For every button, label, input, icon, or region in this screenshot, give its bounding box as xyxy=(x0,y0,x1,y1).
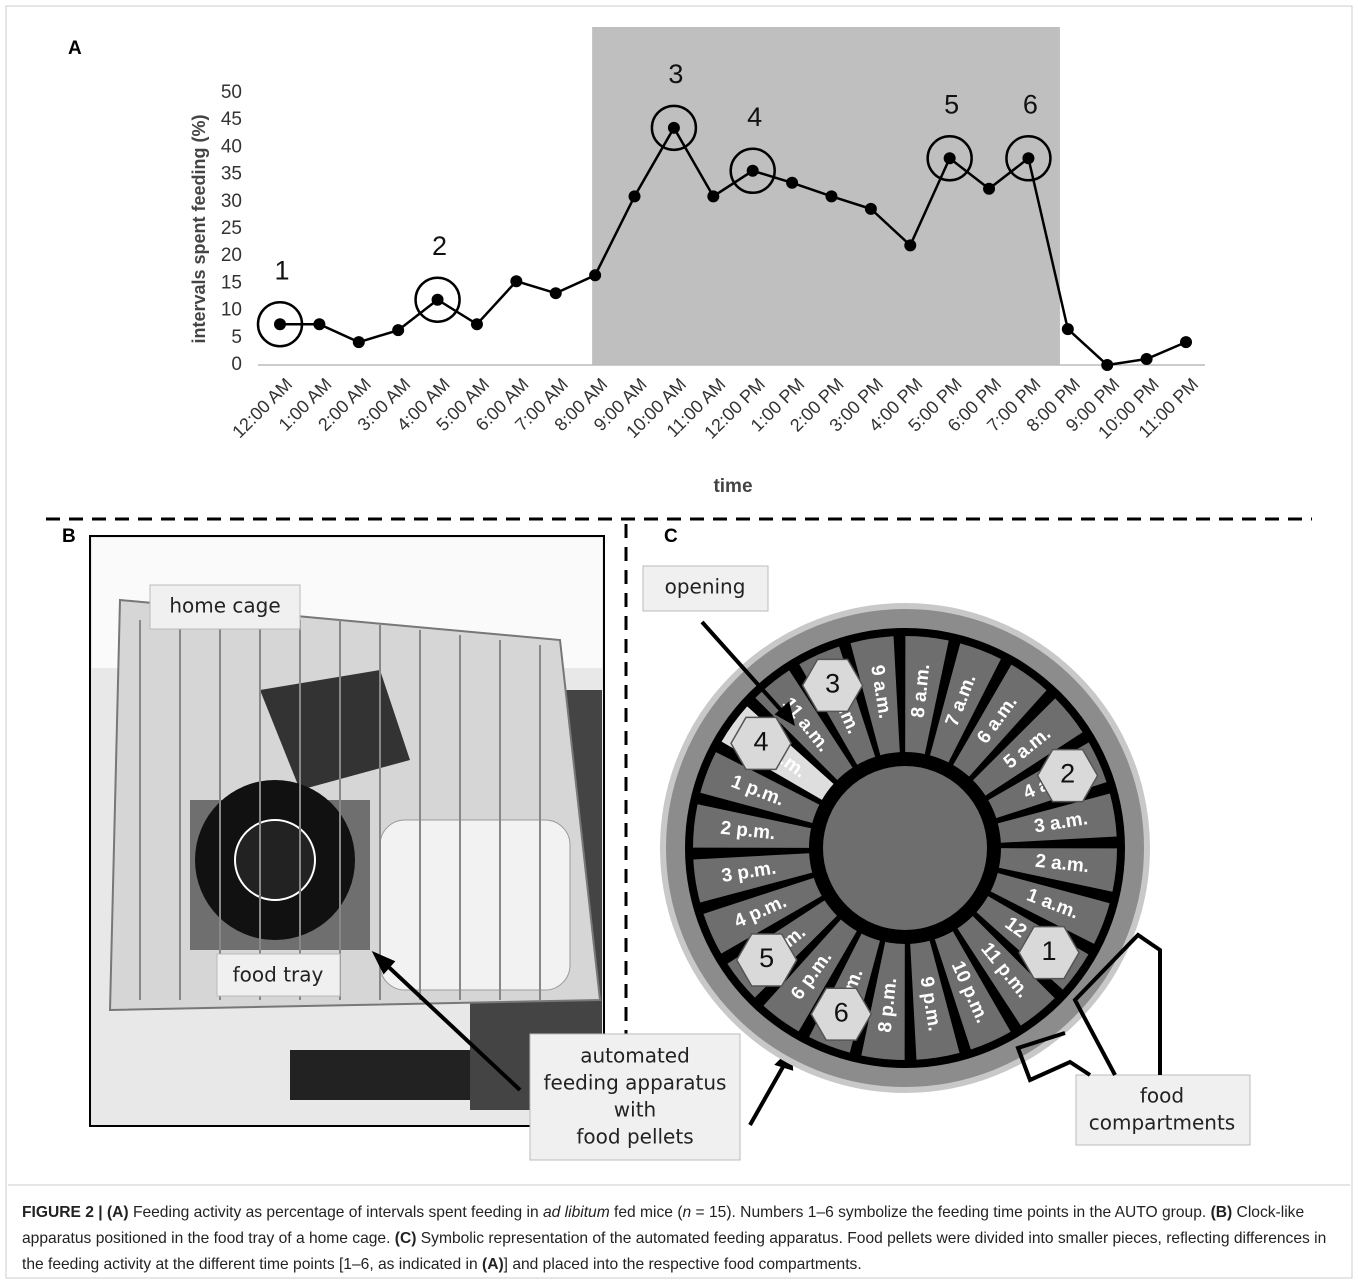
point xyxy=(589,269,601,281)
point xyxy=(629,190,641,202)
point xyxy=(786,177,798,189)
pellet-label: 1 xyxy=(1041,936,1056,966)
point xyxy=(865,203,877,215)
pellet-label: 2 xyxy=(1060,759,1075,789)
annotation: 6 xyxy=(1023,89,1038,119)
annotation: 5 xyxy=(944,89,959,119)
caption-text: ad libitum xyxy=(543,1204,610,1221)
label: home cage xyxy=(169,594,280,618)
point xyxy=(668,122,680,134)
pellet-label: 4 xyxy=(753,726,768,756)
label: with xyxy=(614,1098,656,1122)
y-axis-title: intervals spent feeding (%) xyxy=(189,114,209,343)
annotation: 3 xyxy=(668,59,683,89)
panel-label: C xyxy=(664,526,678,547)
label: food xyxy=(1140,1084,1184,1108)
panel-label: A xyxy=(68,38,82,59)
point xyxy=(1141,353,1153,365)
figure: 05101520253035404550intervals spent feed… xyxy=(0,0,1358,1284)
label: opening xyxy=(665,575,746,599)
caption-text: n xyxy=(683,1204,692,1221)
caption: FIGURE 2 | (A) Feeding activity as perce… xyxy=(22,1200,1340,1278)
point xyxy=(313,318,325,330)
panel-label: B xyxy=(62,526,76,547)
chart: 05101520253035404550intervals spent feed… xyxy=(189,27,1205,497)
y-tick-label: 40 xyxy=(221,136,242,157)
label: compartments xyxy=(1089,1111,1235,1135)
label: feeding apparatus xyxy=(544,1071,727,1095)
point xyxy=(983,183,995,195)
point xyxy=(274,318,286,330)
y-tick-label: 20 xyxy=(221,245,242,266)
caption-text: = 15). Numbers 1–6 symbolize the feeding… xyxy=(691,1204,1210,1221)
point xyxy=(747,165,759,177)
point xyxy=(1062,323,1074,335)
caption-text: Feeding activity as percentage of interv… xyxy=(129,1204,543,1221)
annotation: 2 xyxy=(432,231,447,261)
point xyxy=(825,190,837,202)
annotation: 4 xyxy=(747,102,762,132)
point xyxy=(1180,336,1192,348)
point xyxy=(904,239,916,251)
caption-text: FIGURE 2 | xyxy=(22,1204,107,1221)
point xyxy=(550,287,562,299)
y-tick-label: 10 xyxy=(221,300,242,321)
pellet-label: 6 xyxy=(834,997,849,1027)
point xyxy=(510,275,522,287)
point xyxy=(1022,152,1034,164)
y-tick-label: 15 xyxy=(221,272,242,293)
y-tick-label: 25 xyxy=(221,218,242,239)
pellet-label: 3 xyxy=(825,669,840,699)
point xyxy=(432,294,444,306)
caption-text: fed mice ( xyxy=(610,1204,683,1221)
pellet-label: 5 xyxy=(759,943,774,973)
point xyxy=(471,318,483,330)
x-axis-title: time xyxy=(713,476,752,497)
caption-text: (A) xyxy=(107,1204,129,1221)
y-tick-label: 45 xyxy=(221,109,242,130)
wheel: 8 a.m.7 a.m.6 a.m.5 a.m.4 a.m.3 a.m.2 a.… xyxy=(663,606,1147,1090)
label: food pellets xyxy=(576,1125,693,1149)
label: food tray xyxy=(233,963,324,987)
point xyxy=(707,190,719,202)
y-tick-label: 30 xyxy=(221,191,242,212)
annotation: 1 xyxy=(274,255,289,285)
caption-text: ] and placed into the respective food co… xyxy=(504,1256,862,1273)
point xyxy=(1101,359,1113,371)
figure-graphics: 05101520253035404550intervals spent feed… xyxy=(0,0,1358,1284)
y-tick-label: 50 xyxy=(221,82,242,103)
caption-text: (B) xyxy=(1211,1204,1233,1221)
point xyxy=(392,324,404,336)
y-tick-label: 35 xyxy=(221,164,242,185)
point xyxy=(353,336,365,348)
y-tick-label: 0 xyxy=(231,354,242,375)
y-tick-label: 5 xyxy=(231,327,242,348)
point xyxy=(944,152,956,164)
label: automated xyxy=(580,1044,690,1068)
caption-text: (C) xyxy=(395,1230,417,1247)
caption-text: (A) xyxy=(482,1256,504,1273)
wheel-hub xyxy=(819,762,991,934)
arrow xyxy=(750,1058,788,1125)
